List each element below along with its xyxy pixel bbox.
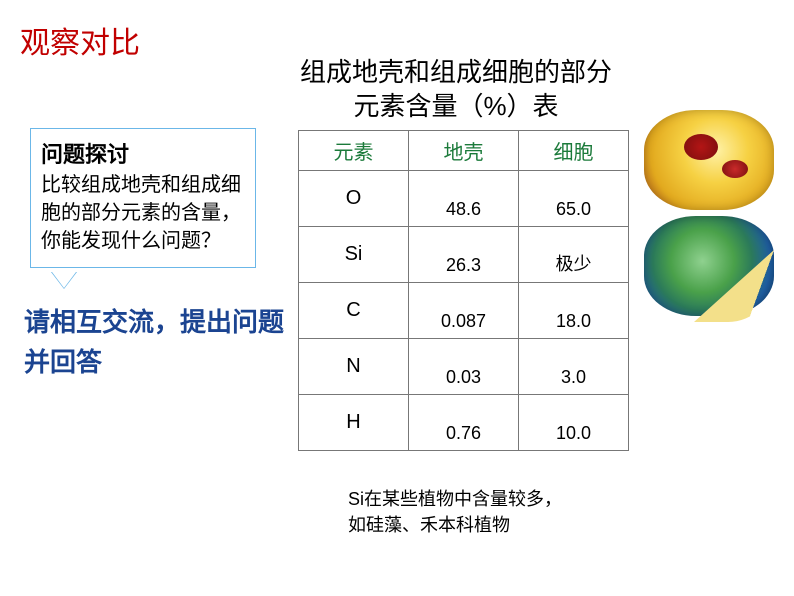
footnote-line1: Si在某些植物中含量较多， [348, 489, 562, 509]
crust-value: 0.087 [409, 283, 519, 339]
cell-value: 18.0 [519, 283, 629, 339]
elements-table: 元素 地壳 细胞 O 48.6 65.0 Si 26.3 极少 C 0.087 … [298, 130, 629, 451]
element-symbol: N [299, 339, 409, 395]
col-header-crust: 地壳 [409, 131, 519, 171]
table-row: C 0.087 18.0 [299, 283, 629, 339]
table-row: O 48.6 65.0 [299, 171, 629, 227]
element-symbol: O [299, 171, 409, 227]
cell-value: 3.0 [519, 339, 629, 395]
table-title-line2: 元素含量（%）表 [353, 91, 558, 121]
table-row: Si 26.3 极少 [299, 227, 629, 283]
col-header-cell: 细胞 [519, 131, 629, 171]
cell-value: 65.0 [519, 171, 629, 227]
crust-value: 0.76 [409, 395, 519, 451]
question-box-body: 比较组成地壳和组成细胞的部分元素的含量，你能发现什么问题？ [41, 171, 245, 255]
question-box: 问题探讨 比较组成地壳和组成细胞的部分元素的含量，你能发现什么问题？ [30, 128, 256, 268]
crust-value: 26.3 [409, 227, 519, 283]
element-symbol: H [299, 395, 409, 451]
element-symbol: C [299, 283, 409, 339]
cell-value: 极少 [519, 227, 629, 283]
question-box-title: 问题探讨 [41, 137, 245, 169]
table-row: N 0.03 3.0 [299, 339, 629, 395]
col-header-element: 元素 [299, 131, 409, 171]
crust-value: 48.6 [409, 171, 519, 227]
footnote: Si在某些植物中含量较多， 如硅藻、禾本科植物 [348, 486, 648, 538]
element-symbol: Si [299, 227, 409, 283]
cell-illustration-icon [644, 110, 774, 210]
footnote-line2: 如硅藻、禾本科植物 [348, 515, 510, 535]
cell-value: 10.0 [519, 395, 629, 451]
table-title-line1: 组成地壳和组成细胞的部分 [300, 57, 612, 87]
table-title: 组成地壳和组成细胞的部分 元素含量（%）表 [300, 55, 612, 123]
slide-title: 观察对比 [20, 18, 140, 62]
instruction-text: 请相互交流，提出问题并回答 [24, 302, 294, 382]
crust-value: 0.03 [409, 339, 519, 395]
callout-pointer-fill [52, 272, 76, 288]
table-row: H 0.76 10.0 [299, 395, 629, 451]
table-header-row: 元素 地壳 细胞 [299, 131, 629, 171]
